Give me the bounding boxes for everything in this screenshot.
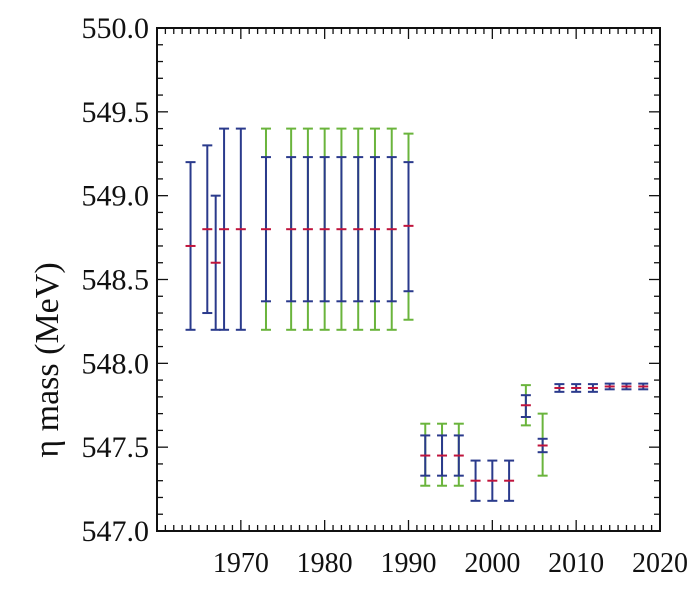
- x-tick-label: 2020: [632, 548, 688, 579]
- data-point: [520, 384, 531, 427]
- data-point: [219, 127, 230, 331]
- data-point: [554, 383, 565, 393]
- data-point: [235, 127, 246, 331]
- data-point: [470, 459, 481, 502]
- data-point: [260, 127, 271, 331]
- axis-ticks: [156, 27, 661, 532]
- y-tick-label: 550.0: [82, 12, 150, 45]
- data-point: [403, 132, 414, 321]
- x-tick-label: 1990: [381, 548, 437, 579]
- y-tick-label: 549.5: [82, 96, 150, 129]
- data-point: [210, 194, 221, 331]
- x-tick-label: 2000: [464, 548, 520, 579]
- data-point: [185, 161, 196, 331]
- data-point: [638, 382, 649, 391]
- data-point: [369, 127, 380, 331]
- data-point: [604, 382, 615, 391]
- y-axis-label: η mass (MeV): [29, 262, 66, 457]
- data-point: [302, 127, 313, 331]
- data-point: [571, 383, 582, 393]
- data-points: [185, 127, 649, 502]
- data-point: [621, 382, 632, 391]
- data-point: [336, 127, 347, 331]
- data-point: [453, 422, 464, 487]
- data-point: [437, 422, 448, 487]
- x-tick-labels: 1970 1980 1990 2000 2010 2020: [213, 548, 688, 579]
- y-tick-labels: 547.0 547.5 548.0 548.5 549.0 549.5 550.0: [82, 12, 150, 548]
- x-tick-label: 2010: [548, 548, 604, 579]
- y-tick-label: 549.0: [82, 180, 150, 213]
- data-point: [537, 412, 548, 477]
- data-point: [202, 144, 213, 315]
- y-tick-label: 548.5: [82, 264, 150, 297]
- y-tick-label: 547.5: [82, 431, 150, 464]
- data-point: [353, 127, 364, 331]
- x-tick-label: 1970: [213, 548, 269, 579]
- data-point: [386, 127, 397, 331]
- x-tick-label: 1980: [297, 548, 353, 579]
- data-point: [504, 459, 515, 502]
- y-tick-label: 548.0: [82, 347, 150, 380]
- data-point: [420, 422, 431, 487]
- y-tick-label: 547.0: [82, 515, 150, 548]
- data-point: [319, 127, 330, 331]
- data-point: [487, 459, 498, 502]
- data-point: [587, 383, 598, 393]
- data-point: [286, 127, 297, 331]
